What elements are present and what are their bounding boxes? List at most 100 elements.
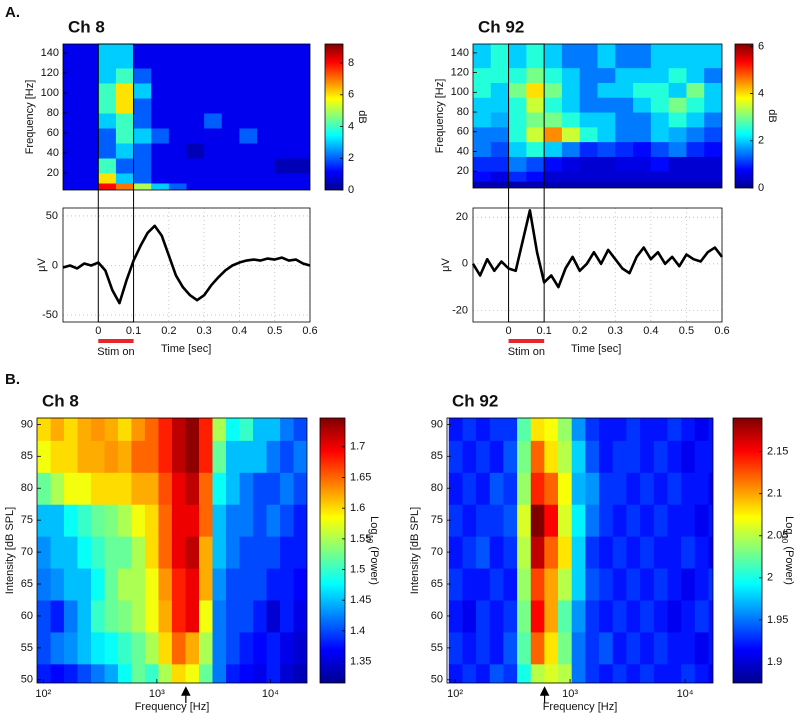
- heatmap-cell: [650, 156, 670, 172]
- y-tick-label: 120: [451, 67, 469, 79]
- y-tick-label: 55: [21, 642, 33, 654]
- heatmap-cell: [473, 181, 492, 188]
- heatmap-cell: [571, 504, 586, 537]
- heatmap-cell: [131, 568, 146, 601]
- heatmap-cell: [293, 418, 307, 441]
- heatmap-cell: [80, 68, 99, 84]
- heatmap-cell: [98, 158, 117, 174]
- heatmap-cell: [158, 418, 173, 441]
- heatmap-cell: [80, 143, 99, 159]
- heatmap-cell: [50, 663, 65, 683]
- heatmap-cell: [561, 181, 581, 188]
- heatmap-cell: [239, 44, 258, 69]
- heatmap-cell: [681, 631, 696, 665]
- heatmap-cell: [544, 171, 563, 182]
- heatmap-cell: [579, 171, 598, 182]
- plot-frame: [62, 207, 311, 323]
- x-axis-label: Time [sec]: [571, 343, 621, 355]
- heatmap-cell: [204, 158, 223, 174]
- heatmap-cell: [226, 631, 241, 665]
- heatmap-cell: [571, 472, 586, 505]
- heatmap-cell: [612, 536, 627, 569]
- heatmap-cell: [133, 113, 152, 129]
- heatmap-cell: [473, 141, 492, 157]
- heatmap-cell: [694, 418, 710, 441]
- heatmap-cell: [115, 143, 135, 159]
- heatmap-cell: [585, 472, 600, 505]
- heatmap-cell: [530, 418, 545, 441]
- heatmap-cell: [204, 143, 223, 159]
- heatmap-cell: [489, 504, 504, 537]
- colorbar-tick-label: 2: [758, 135, 764, 147]
- heatmap-cell: [489, 440, 504, 473]
- heatmap-cell: [144, 568, 159, 601]
- chart-title: Ch 8: [68, 17, 105, 36]
- heatmap-cell: [158, 568, 173, 601]
- heatmap-cell: [489, 599, 504, 633]
- heatmap-cell: [650, 181, 670, 188]
- heatmap-cell: [257, 83, 276, 99]
- heatmap-cell: [226, 418, 241, 441]
- colorbar-tick-label: 2: [348, 152, 354, 164]
- heatmap-cell: [579, 97, 598, 113]
- heatmap-cell: [626, 568, 641, 601]
- heatmap-cell: [544, 472, 559, 505]
- heatmap-cell: [292, 143, 310, 159]
- heatmap-cell: [171, 536, 186, 569]
- heatmap-cell: [63, 44, 82, 69]
- y-tick-label: 140: [41, 47, 59, 59]
- heatmap-cell: [239, 472, 254, 505]
- heatmap-cell: [212, 631, 227, 665]
- heatmap-cell: [118, 599, 132, 633]
- heatmap-cell: [118, 663, 132, 683]
- heatmap-cell: [615, 126, 634, 143]
- heatmap-cell: [151, 173, 170, 184]
- heatmap-cell: [158, 536, 173, 569]
- heatmap-cell: [615, 67, 634, 83]
- heatmap-cell: [253, 568, 268, 601]
- colorbar-tick-label: 1.35: [350, 655, 371, 667]
- heatmap-cell: [63, 663, 78, 683]
- heatmap-cell: [530, 631, 545, 665]
- heatmap-cell: [561, 126, 581, 143]
- heatmap-cell: [239, 440, 254, 473]
- heatmap-cell: [503, 663, 518, 683]
- heatmap-cell: [292, 83, 310, 99]
- heatmap-cell: [37, 418, 52, 441]
- heatmap-cell: [544, 599, 559, 633]
- heatmap-cell: [503, 440, 518, 473]
- heatmap-cell: [63, 83, 82, 99]
- heatmap-cell: [571, 599, 586, 633]
- heatmap-cell: [221, 158, 240, 174]
- heatmap-cell: [476, 631, 491, 665]
- plot-frame: [62, 43, 311, 191]
- heatmap-cell: [571, 631, 586, 665]
- heatmap-cell: [198, 568, 213, 601]
- heatmap-cell: [704, 82, 722, 98]
- heatmap-cell: [63, 128, 82, 144]
- colorbar-tick-label: 4: [758, 87, 764, 99]
- x-tick-label: 0.4: [232, 325, 247, 337]
- heatmap-cell: [633, 82, 652, 98]
- heatmap-cell: [198, 472, 213, 505]
- y-tick-label: 85: [21, 450, 33, 462]
- heatmap-cell: [626, 599, 641, 633]
- heatmap-cells: [448, 418, 713, 683]
- heatmap-cell: [585, 568, 600, 601]
- heatmap-cell: [571, 440, 586, 473]
- heatmap-cell: [293, 536, 307, 569]
- heatmap-cell: [115, 183, 135, 190]
- colorbar-label: Log10 (Power): [780, 516, 795, 585]
- x-axis-label: Time [sec]: [161, 343, 211, 355]
- heatmap-cell: [98, 128, 117, 144]
- heatmap-cell: [544, 126, 563, 143]
- heatmap-cell: [280, 663, 295, 683]
- heatmap-cell: [517, 663, 532, 683]
- heatmap-cell: [104, 418, 119, 441]
- heatmap-cell: [561, 97, 581, 113]
- heatmap-cell: [133, 173, 152, 184]
- heatmap-cell: [104, 599, 119, 633]
- heatmap-cell: [708, 599, 713, 633]
- heatmap-cell: [239, 143, 258, 159]
- heatmap-cell: [640, 536, 655, 569]
